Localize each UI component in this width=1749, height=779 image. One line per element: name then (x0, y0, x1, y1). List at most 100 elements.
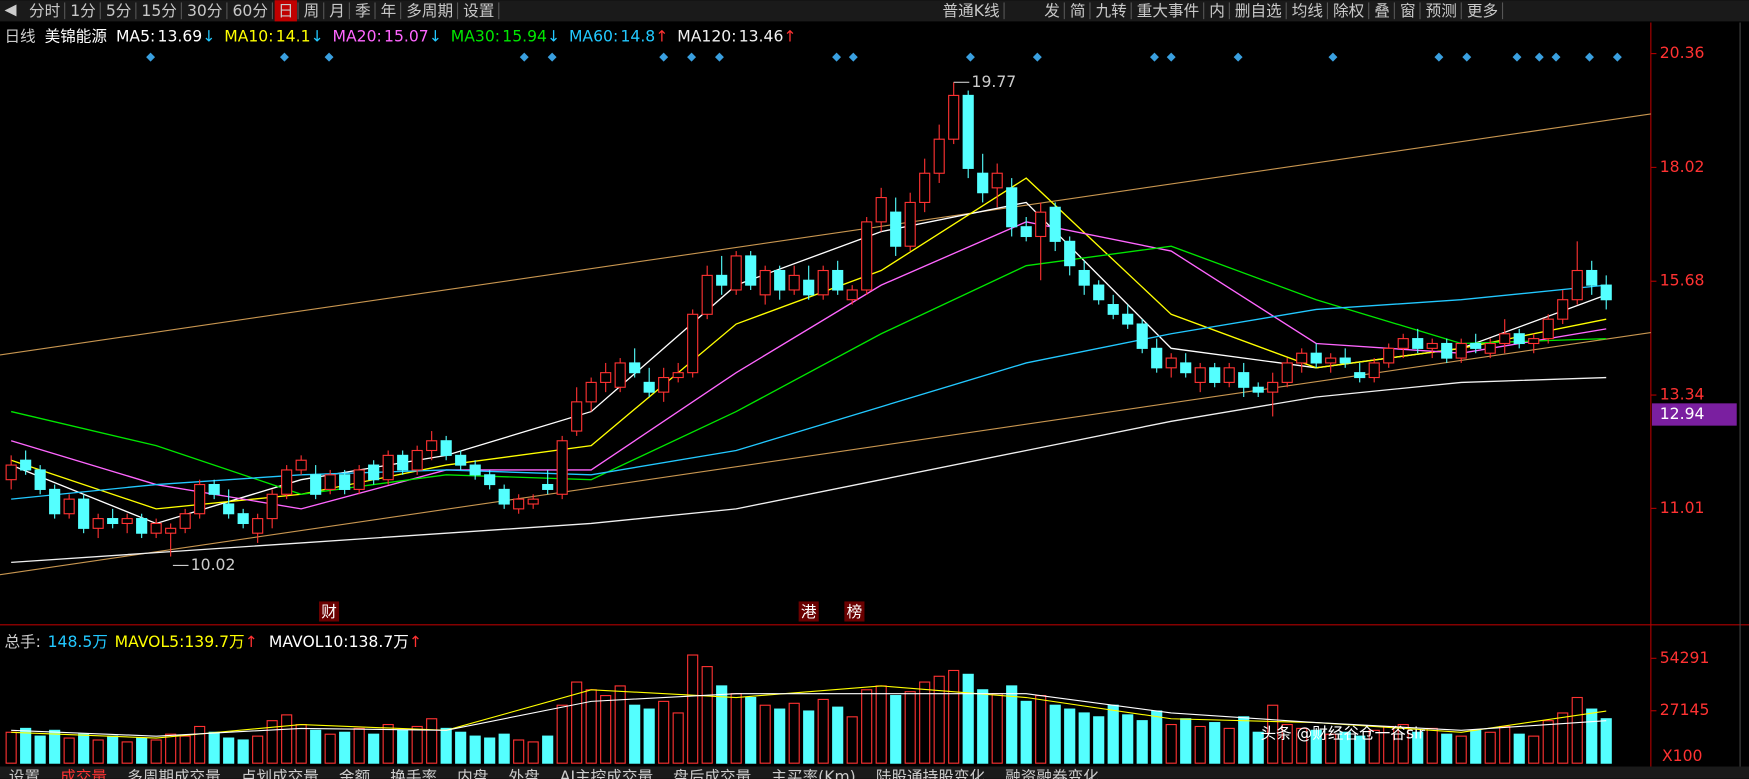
volume-header: 148.5万 (48, 633, 108, 651)
event-diamond[interactable] (1612, 52, 1622, 62)
tab[interactable]: AI主控成交量 (560, 768, 653, 779)
volume-bar (1238, 716, 1250, 764)
volume-bar (788, 702, 800, 764)
event-diamond[interactable] (832, 52, 842, 62)
event-label: 港 (801, 603, 817, 621)
toolbar-button[interactable]: 九转 (1096, 2, 1127, 20)
toolbar-button[interactable]: 30分 (187, 2, 222, 20)
toolbar-button[interactable]: 多周期 (406, 2, 453, 20)
event-diamond[interactable] (1150, 52, 1159, 62)
event-diamond[interactable] (547, 52, 557, 62)
toolbar-button[interactable]: 简 (1070, 2, 1086, 20)
volume-bar (165, 733, 177, 764)
watermark: 头条 @财经谷仓一谷sir (1260, 725, 1425, 743)
event-diamond[interactable] (714, 52, 724, 62)
tab[interactable]: 多周期成交量 (127, 768, 221, 779)
toolbar-button[interactable]: 除权 (1333, 2, 1365, 20)
event-tag[interactable] (798, 601, 819, 622)
toolbar-button[interactable]: 60分 (232, 2, 267, 20)
event-diamond[interactable] (1233, 52, 1243, 62)
candle-body (1281, 362, 1293, 383)
event-diamond[interactable] (848, 52, 858, 62)
candle-body (1093, 284, 1105, 301)
toolbar-button[interactable]: 周 (304, 2, 320, 20)
event-diamond[interactable] (1328, 52, 1338, 62)
toolbar-button[interactable]: 15分 (141, 2, 176, 20)
legend-name: MA30: (451, 28, 500, 46)
toolbar-button[interactable]: 日 (278, 2, 294, 20)
toolbar-button[interactable]: 年 (381, 2, 397, 20)
candle-body (1325, 357, 1337, 364)
candle-body (20, 459, 32, 471)
tab[interactable]: 主买率(Km) (771, 768, 855, 779)
event-tag[interactable] (844, 601, 865, 622)
legend-trend: ↑ (783, 28, 796, 46)
candle-body (933, 138, 945, 174)
tab[interactable]: 外盘 (508, 767, 539, 779)
candle-body (962, 94, 974, 169)
volume-bar (498, 733, 510, 764)
tab[interactable]: 陆股通持股变化 (876, 768, 986, 779)
event-diamond[interactable] (687, 52, 697, 62)
tab[interactable]: 融资融券变化 (1005, 768, 1099, 779)
toolbar-button[interactable]: 分时 (29, 2, 61, 20)
last-price-label: 12.94 (1660, 405, 1705, 423)
candle-body (1339, 357, 1351, 364)
vol-y-tick-label: 27145 (1660, 701, 1710, 719)
toolbar-button[interactable]: 1分 (70, 2, 96, 20)
candle-body (484, 474, 496, 486)
volume-bar (1470, 729, 1482, 764)
candle-body (324, 474, 336, 490)
legend-last: 14.8 (620, 28, 655, 46)
event-tag[interactable] (319, 601, 340, 622)
toolbar-button[interactable]: 发 (1044, 2, 1060, 20)
volume-bar (1020, 700, 1032, 764)
candle-body (498, 488, 510, 505)
candle-body (600, 372, 612, 383)
event-diamond[interactable] (324, 52, 334, 62)
toolbar-button[interactable]: 叠 (1374, 2, 1390, 20)
candle-body (121, 518, 133, 525)
candle-body (1122, 313, 1134, 325)
volume-bar (701, 666, 713, 764)
candle-body (266, 493, 278, 520)
tab[interactable]: 点划成交量 (241, 768, 319, 779)
legend-trend: ↓ (429, 28, 442, 46)
event-diamond[interactable] (1585, 52, 1594, 62)
tab[interactable]: 内盘 (457, 767, 488, 779)
candle-body (614, 362, 626, 388)
toolbar-button[interactable]: 预测 (1426, 2, 1457, 20)
nav-arrow[interactable]: ◀ (4, 1, 16, 19)
volume-bar (5, 731, 17, 764)
event-diamond[interactable] (1551, 52, 1561, 62)
event-diamond[interactable] (1166, 52, 1176, 62)
toolbar-button[interactable]: 设置 (463, 2, 494, 20)
volume-bar (1281, 723, 1293, 764)
legend-trend: ↓ (202, 28, 215, 46)
candle-body (1499, 333, 1511, 345)
tab[interactable]: 设置 (9, 768, 40, 779)
tab[interactable]: 金额 (339, 768, 371, 779)
toolbar-button[interactable]: 窗 (1400, 2, 1416, 20)
event-diamond[interactable] (279, 52, 289, 62)
toolbar-button[interactable]: 普通K线 (943, 2, 1000, 20)
tab[interactable]: 成交量 (60, 768, 107, 779)
event-diamond[interactable] (1512, 52, 1522, 62)
volume-bar (49, 729, 61, 764)
toolbar-button[interactable]: 内 (1209, 2, 1225, 20)
toolbar-button[interactable]: 删自选 (1235, 2, 1282, 20)
toolbar-button[interactable]: 均线 (1292, 2, 1324, 20)
toolbar-button[interactable]: 5分 (106, 2, 132, 20)
toolbar-button[interactable]: 更多 (1467, 2, 1498, 20)
tab[interactable]: 换手率 (390, 768, 437, 779)
volume-bar (194, 725, 206, 764)
toolbar-button[interactable]: 季 (355, 2, 371, 20)
toolbar-button[interactable]: 重大事件 (1137, 2, 1199, 20)
candle-body (426, 440, 438, 452)
tab[interactable]: 盘后成交量 (673, 767, 751, 779)
toolbar-button[interactable]: 月 (329, 2, 345, 20)
candle-body (1368, 362, 1380, 379)
candle-body (63, 498, 75, 515)
candle-body (1238, 372, 1250, 388)
tabs-bg (0, 766, 1749, 779)
